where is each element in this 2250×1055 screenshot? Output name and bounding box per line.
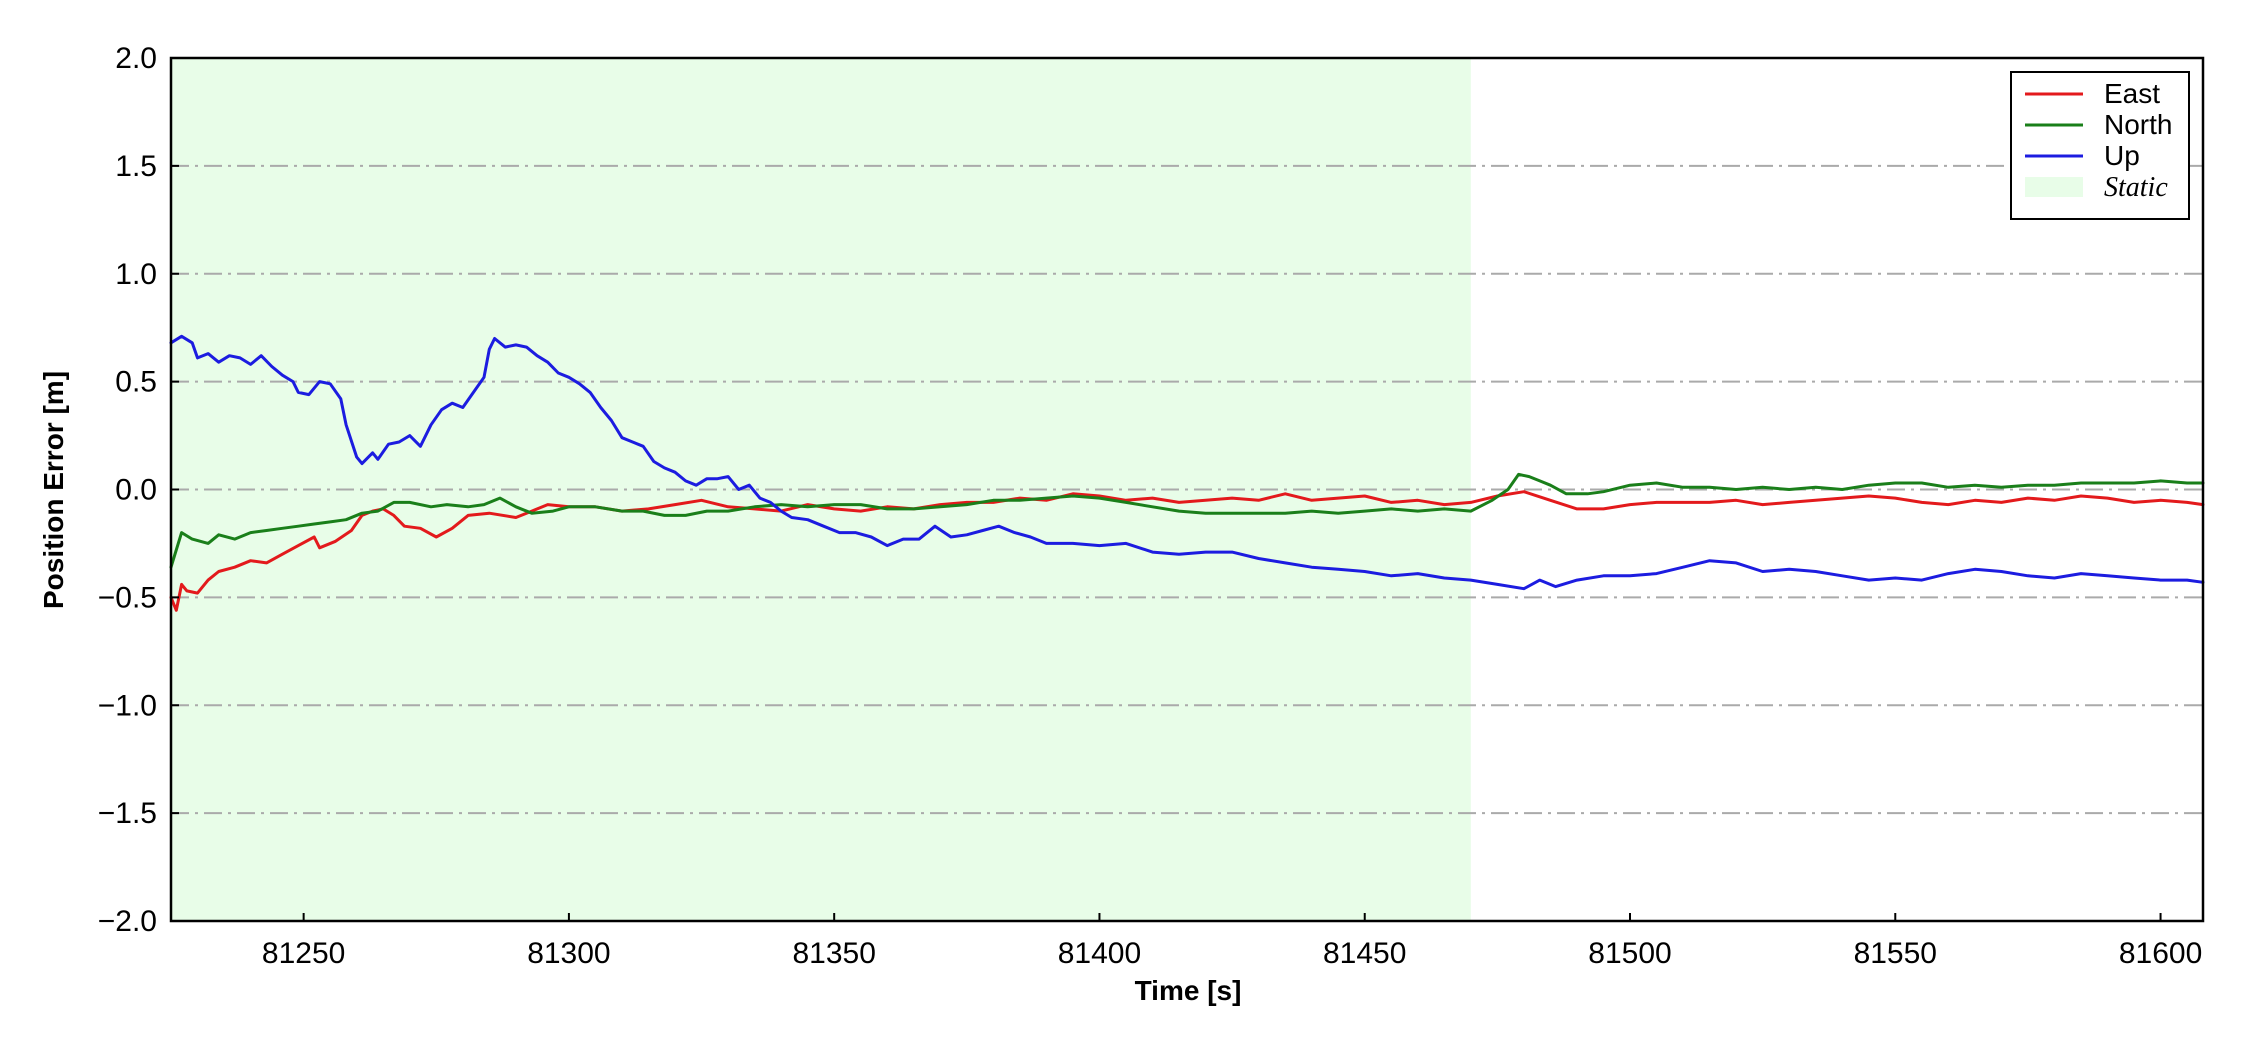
x-tick-label: 81600 (2119, 937, 2202, 970)
series-line-north (169, 472, 2205, 569)
y-tick-label: 1.5 (115, 150, 157, 183)
y-tick-label: 2.0 (115, 42, 157, 75)
legend-swatch-static (2025, 177, 2083, 197)
legend-label-static: Static (2104, 172, 2168, 203)
x-tick-label: 81450 (1323, 937, 1406, 970)
y-tick-label: −1.5 (98, 797, 157, 830)
grid-layer (171, 164, 2203, 815)
static-region-shade (171, 58, 1471, 921)
legend-label-north: North (2104, 109, 2172, 140)
x-tick-label: 81400 (1058, 937, 1141, 970)
series-layer (169, 334, 2205, 612)
y-tick-label: 0.0 (115, 474, 157, 507)
y-axis-label: Position Error [m] (38, 371, 69, 609)
x-tick-label: 81550 (1854, 937, 1937, 970)
x-tick-label: 81350 (792, 937, 875, 970)
legend-label-east: East (2104, 78, 2160, 109)
y-tick-label: −0.5 (98, 581, 157, 614)
y-tick-label: 0.5 (115, 366, 157, 399)
x-tick-label: 81500 (1588, 937, 1671, 970)
x-axis-label: Time [s] (1135, 975, 1242, 1006)
y-tick-label: 1.0 (115, 258, 157, 291)
y-tick-label: −1.0 (98, 689, 157, 722)
plot-background-layer (171, 58, 1471, 921)
x-tick-label: 81300 (527, 937, 610, 970)
axes-layer: −2.0 −1.5 −1.0 −0.5 0.0 0.5 1.0 1.5 2.0 81250 8130… (98, 42, 2205, 970)
series-line-up (169, 334, 2205, 591)
x-tick-label: 81250 (262, 937, 345, 970)
legend-label-up: Up (2104, 140, 2140, 171)
y-tick-label: −2.0 (98, 905, 157, 938)
